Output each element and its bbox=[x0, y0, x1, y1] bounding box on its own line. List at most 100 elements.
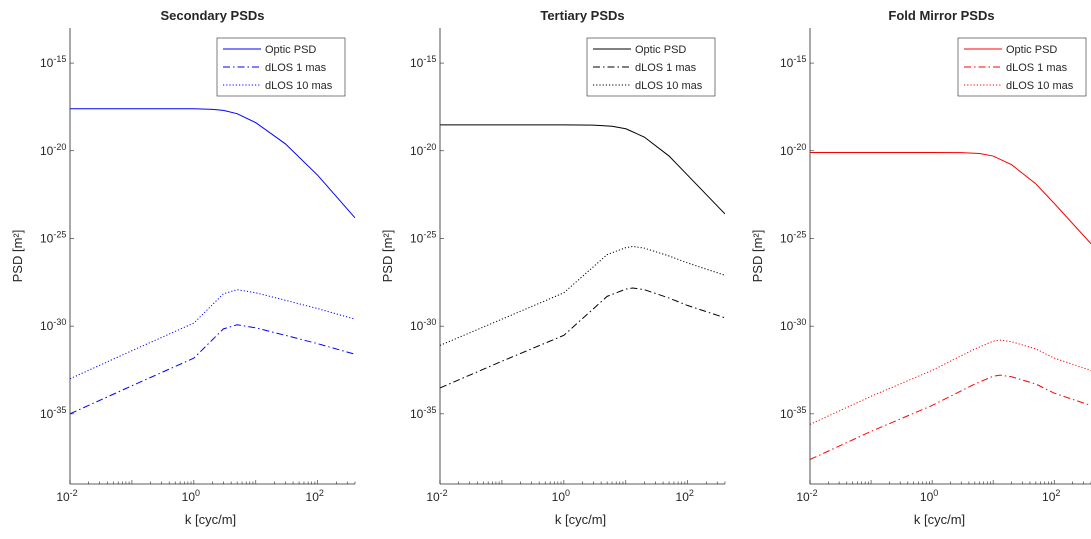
y-tick-exp: -35 bbox=[793, 405, 806, 415]
y-tick-label: 10-30 bbox=[410, 317, 436, 333]
series-line-dashdot bbox=[810, 374, 1091, 460]
legend-entry: dLOS 1 mas bbox=[1006, 62, 1068, 74]
y-tick-exp: -15 bbox=[423, 54, 436, 64]
y-tick-label: 10-25 bbox=[40, 229, 66, 245]
series-line-dotted bbox=[810, 339, 1091, 425]
y-axis-label: PSD [m²] bbox=[750, 230, 765, 283]
series-line-solid bbox=[70, 108, 355, 219]
x-tick-label: 100 bbox=[182, 488, 200, 504]
x-tick-base: 10 bbox=[182, 490, 196, 504]
y-tick-label: 10-35 bbox=[780, 405, 806, 421]
y-axis-label: PSD [m²] bbox=[10, 230, 25, 283]
chart-panel: 10-2 100 10210-1510-2010-2510-3010-35Terti… bbox=[380, 8, 726, 527]
legend-entry: dLOS 1 mas bbox=[635, 62, 697, 74]
series-group bbox=[440, 124, 725, 389]
y-tick-base: 10 bbox=[780, 407, 794, 421]
y-tick-label: 10-35 bbox=[410, 405, 436, 421]
legend-entry: Optic PSD bbox=[635, 44, 686, 56]
y-tick-label: 10-30 bbox=[780, 317, 806, 333]
x-tick-exp: 0 bbox=[933, 488, 938, 498]
legend-entry: dLOS 10 mas bbox=[265, 80, 333, 92]
x-tick-base: 10 bbox=[1042, 490, 1056, 504]
x-axis-label: k [cyc/m] bbox=[914, 512, 965, 527]
y-tick-label: 10-20 bbox=[40, 142, 66, 158]
x-tick-label: 102 bbox=[676, 488, 694, 504]
y-tick-exp: -35 bbox=[53, 405, 66, 415]
x-tick-label: 102 bbox=[1042, 488, 1060, 504]
y-tick-exp: -35 bbox=[423, 405, 436, 415]
y-tick-label: 10-15 bbox=[410, 54, 436, 70]
x-tick-exp: -2 bbox=[810, 488, 818, 498]
y-tick-base: 10 bbox=[780, 56, 794, 70]
series-group bbox=[810, 151, 1091, 460]
y-tick-base: 10 bbox=[410, 144, 424, 158]
y-tick-exp: -15 bbox=[793, 54, 806, 64]
x-axis-label: k [cyc/m] bbox=[555, 512, 606, 527]
y-tick-exp: -25 bbox=[793, 229, 806, 239]
x-tick-label: 10-2 bbox=[426, 488, 447, 504]
y-tick-label: 10-25 bbox=[410, 229, 436, 245]
y-tick-label: 10-15 bbox=[780, 54, 806, 70]
series-line-dashdot bbox=[440, 287, 725, 389]
chart-panel: 10-2 100 10210-1510-2010-2510-3010-35Fold … bbox=[750, 8, 1091, 527]
x-tick-exp: 2 bbox=[1055, 488, 1060, 498]
y-tick-exp: -30 bbox=[793, 317, 806, 327]
legend-entry: dLOS 10 mas bbox=[635, 80, 703, 92]
y-tick-exp: -15 bbox=[53, 54, 66, 64]
y-tick-label: 10-20 bbox=[780, 142, 806, 158]
x-tick-label: 102 bbox=[306, 488, 324, 504]
x-axis-label: k [cyc/m] bbox=[185, 512, 236, 527]
legend: Optic PSD dLOS 1 mas dLOS 10 mas bbox=[216, 37, 346, 97]
x-tick-exp: 0 bbox=[565, 488, 570, 498]
y-tick-base: 10 bbox=[410, 231, 424, 245]
y-tick-base: 10 bbox=[40, 231, 54, 245]
y-tick-base: 10 bbox=[780, 319, 794, 333]
x-tick-base: 10 bbox=[552, 490, 566, 504]
series-line-dotted bbox=[70, 289, 355, 380]
y-tick-base: 10 bbox=[40, 319, 54, 333]
x-tick-label: 10-2 bbox=[796, 488, 817, 504]
chart-title: Fold Mirror PSDs bbox=[888, 8, 994, 23]
legend-entry: Optic PSD bbox=[1006, 44, 1057, 56]
y-axis-label: PSD [m²] bbox=[380, 230, 395, 283]
y-tick-base: 10 bbox=[40, 144, 54, 158]
y-tick-exp: -25 bbox=[423, 229, 436, 239]
y-tick-base: 10 bbox=[40, 56, 54, 70]
y-tick-label: 10-15 bbox=[40, 54, 66, 70]
x-tick-base: 10 bbox=[796, 490, 810, 504]
series-line-dashdot bbox=[70, 324, 355, 415]
y-tick-base: 10 bbox=[410, 56, 424, 70]
series-group bbox=[70, 108, 355, 415]
x-tick-exp: 2 bbox=[689, 488, 694, 498]
legend: Optic PSD dLOS 1 mas dLOS 10 mas bbox=[586, 37, 716, 97]
x-tick-base: 10 bbox=[676, 490, 690, 504]
x-tick-base: 10 bbox=[306, 490, 320, 504]
y-tick-base: 10 bbox=[780, 231, 794, 245]
x-tick-label: 10-2 bbox=[56, 488, 77, 504]
y-tick-exp: -20 bbox=[53, 142, 66, 152]
y-tick-label: 10-25 bbox=[780, 229, 806, 245]
y-tick-base: 10 bbox=[410, 407, 424, 421]
y-tick-base: 10 bbox=[780, 144, 794, 158]
x-tick-exp: -2 bbox=[70, 488, 78, 498]
series-line-dotted bbox=[440, 245, 725, 346]
x-tick-exp: -2 bbox=[440, 488, 448, 498]
x-tick-label: 100 bbox=[920, 488, 938, 504]
y-tick-base: 10 bbox=[40, 407, 54, 421]
x-tick-base: 10 bbox=[426, 490, 440, 504]
series-line-solid bbox=[810, 151, 1091, 245]
chart-title: Secondary PSDs bbox=[160, 8, 264, 23]
y-tick-label: 10-30 bbox=[40, 317, 66, 333]
x-tick-exp: 2 bbox=[319, 488, 324, 498]
x-tick-label: 100 bbox=[552, 488, 570, 504]
legend-entry: dLOS 1 mas bbox=[265, 62, 327, 74]
y-tick-exp: -20 bbox=[793, 142, 806, 152]
y-tick-exp: -20 bbox=[423, 142, 436, 152]
y-tick-exp: -30 bbox=[53, 317, 66, 327]
y-tick-exp: -25 bbox=[53, 229, 66, 239]
series-line-solid bbox=[440, 124, 725, 215]
legend-entry: dLOS 10 mas bbox=[1006, 80, 1074, 92]
x-tick-exp: 0 bbox=[195, 488, 200, 498]
y-tick-label: 10-20 bbox=[410, 142, 436, 158]
